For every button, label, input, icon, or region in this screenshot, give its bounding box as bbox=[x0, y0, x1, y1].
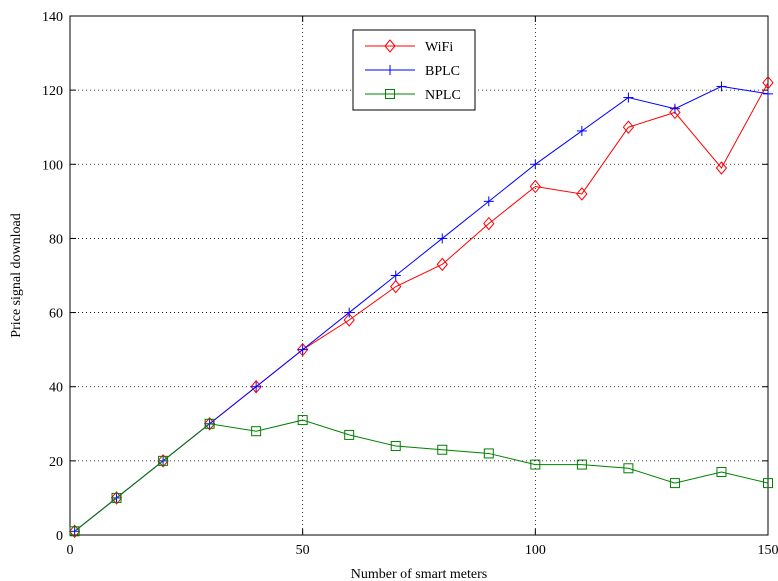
data-point-wifi bbox=[69, 524, 81, 539]
series-wifi bbox=[69, 75, 774, 539]
data-point-bplc bbox=[669, 103, 680, 114]
data-point-bplc bbox=[716, 81, 727, 92]
data-point-wifi bbox=[715, 161, 728, 175]
plot-frame bbox=[69, 15, 769, 536]
legend-marker-nplc bbox=[385, 89, 395, 99]
data-point-bplc bbox=[344, 307, 355, 318]
data-point-nplc bbox=[158, 455, 169, 466]
data-point-nplc bbox=[483, 448, 494, 459]
series-line-wifi bbox=[74, 82, 769, 532]
data-point-wifi bbox=[669, 105, 681, 120]
x-tick-label: 0 bbox=[67, 543, 74, 558]
y-tick-label: 60 bbox=[49, 307, 63, 322]
data-point-bplc bbox=[763, 88, 773, 99]
data-point-nplc bbox=[576, 459, 587, 470]
legend: WiFi BPLC NPLC bbox=[352, 29, 476, 111]
legend-label-wifi: WiFi bbox=[425, 40, 453, 55]
legend-marker-wifi bbox=[384, 39, 396, 53]
data-point-nplc bbox=[204, 418, 215, 429]
y-tick-label: 0 bbox=[56, 529, 63, 544]
data-point-wifi bbox=[529, 179, 541, 194]
data-point-bplc bbox=[390, 270, 401, 281]
series-nplc bbox=[69, 415, 773, 537]
data-point-bplc bbox=[483, 196, 494, 207]
data-point-bplc bbox=[623, 92, 634, 103]
y-tick-label: 20 bbox=[49, 455, 63, 470]
data-point-nplc bbox=[251, 426, 262, 437]
data-point-wifi bbox=[250, 379, 262, 394]
data-point-wifi bbox=[436, 257, 448, 272]
tick-layer: 0 50 100 150 0 20 40 60 80 100 120 140 bbox=[42, 10, 778, 558]
series-bplc bbox=[69, 81, 773, 537]
data-point-nplc bbox=[297, 415, 308, 426]
y-tick-label: 40 bbox=[49, 381, 63, 396]
data-point-wifi bbox=[762, 75, 774, 90]
data-point-wifi bbox=[390, 279, 402, 294]
data-point-wifi bbox=[576, 187, 588, 201]
legend-label-bplc: BPLC bbox=[425, 64, 460, 79]
data-point-nplc bbox=[111, 492, 122, 503]
data-point-bplc bbox=[530, 159, 541, 170]
y-tick-label: 140 bbox=[42, 10, 63, 25]
data-point-nplc bbox=[669, 478, 680, 489]
data-point-wifi bbox=[157, 454, 169, 468]
y-tick-label: 120 bbox=[42, 84, 63, 99]
data-point-wifi bbox=[110, 491, 123, 505]
series-layer bbox=[69, 75, 774, 539]
data-point-nplc bbox=[763, 478, 773, 489]
legend-label-nplc: NPLC bbox=[425, 88, 461, 103]
data-point-nplc bbox=[437, 444, 448, 455]
data-point-nplc bbox=[390, 441, 401, 452]
x-axis-label: Number of smart meters bbox=[351, 567, 487, 581]
y-tick-label: 100 bbox=[42, 158, 63, 173]
data-point-wifi bbox=[343, 313, 355, 327]
data-point-nplc bbox=[623, 463, 634, 474]
legend-item-wifi: WiFi bbox=[365, 39, 453, 55]
data-point-nplc bbox=[530, 459, 541, 470]
y-tick-label: 80 bbox=[49, 232, 63, 247]
data-point-bplc bbox=[437, 233, 448, 244]
data-point-wifi bbox=[483, 216, 495, 231]
x-tick-label: 50 bbox=[296, 543, 310, 558]
series-line-bplc bbox=[74, 85, 769, 532]
data-point-nplc bbox=[344, 429, 355, 440]
data-point-wifi bbox=[203, 417, 216, 431]
data-point-bplc bbox=[251, 381, 262, 392]
data-point-bplc bbox=[297, 344, 308, 355]
data-point-wifi bbox=[297, 342, 309, 357]
x-tick-label: 100 bbox=[525, 543, 546, 558]
legend-item-bplc: BPLC bbox=[365, 64, 460, 79]
legend-item-nplc: NPLC bbox=[365, 88, 461, 103]
x-tick-label: 150 bbox=[758, 543, 778, 558]
series-line-nplc bbox=[74, 419, 769, 532]
data-point-nplc bbox=[716, 466, 727, 477]
data-point-wifi bbox=[622, 120, 635, 134]
y-axis-label: Price signal download bbox=[9, 213, 24, 337]
data-point-bplc bbox=[576, 125, 587, 136]
data-point-nplc bbox=[69, 526, 80, 537]
legend-marker-bplc bbox=[385, 65, 395, 75]
